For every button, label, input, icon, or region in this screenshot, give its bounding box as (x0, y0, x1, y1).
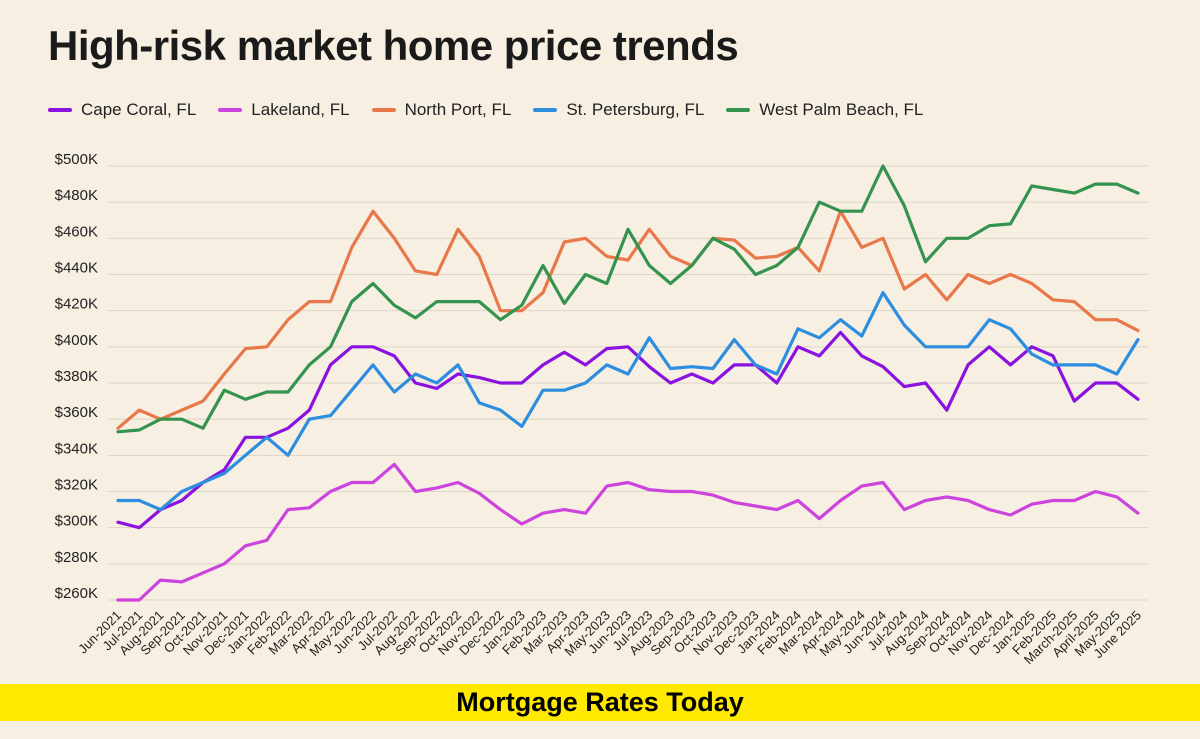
legend-swatch (726, 108, 751, 112)
legend-label: Lakeland, FL (251, 100, 350, 119)
y-tick-label: $420K (55, 296, 98, 313)
chart-title: High-risk market home price trends (48, 22, 739, 69)
series-lines (116, 164, 1140, 602)
legend-item: North Port, FL (371, 100, 512, 120)
y-tick-label: $360K (55, 404, 98, 421)
y-tick-label: $500K (55, 151, 98, 168)
y-axis-tick-labels: $260K $280K $300K $320K $340K $360K $380K $400K… (55, 151, 98, 602)
legend-swatch (533, 108, 558, 112)
series-line (116, 330, 1140, 530)
legend-label: West Palm Beach, FL (759, 100, 924, 119)
legend-label: St. Petersburg, FL (566, 100, 705, 119)
y-tick-label: $280K (55, 549, 98, 566)
grid-lines (108, 165, 1148, 601)
y-tick-label: $440K (55, 260, 98, 277)
series-line (116, 291, 1140, 512)
y-tick-label: $380K (55, 368, 98, 385)
x-axis-tick-labels: Jun-2021Jul-2021Aug-2021Sep-2021Oct-2021… (75, 608, 1144, 668)
legend-item: St. Petersburg, FL (533, 100, 704, 120)
y-tick-label: $300K (55, 513, 98, 530)
legend-swatch (218, 108, 243, 112)
legend-item: Lakeland, FL (218, 100, 350, 120)
y-tick-label: $340K (55, 440, 98, 457)
legend-swatch (48, 108, 72, 112)
legend-item: West Palm Beach, FL (726, 100, 923, 120)
y-tick-label: $320K (55, 477, 98, 494)
y-tick-label: $400K (55, 332, 98, 349)
banner-text: Mortgage Rates Today (456, 687, 744, 717)
banner: Mortgage Rates Today (0, 684, 1200, 721)
series-line (116, 209, 1140, 430)
series-line (116, 164, 1140, 434)
y-tick-label: $480K (55, 187, 98, 204)
legend-label: Cape Coral, FL (81, 100, 197, 119)
y-tick-label: $460K (55, 223, 98, 240)
legend-label: North Port, FL (404, 100, 512, 119)
legend: Cape Coral, FL Lakeland, FL North Port, FL… (48, 100, 945, 120)
line-chart: $260K $280K $300K $320K $340K $360K $380K $400K… (55, 151, 1148, 668)
series-line (116, 462, 1140, 602)
y-tick-label: $260K (55, 585, 98, 602)
legend-item: Cape Coral, FL (48, 100, 196, 120)
legend-swatch (371, 108, 396, 112)
